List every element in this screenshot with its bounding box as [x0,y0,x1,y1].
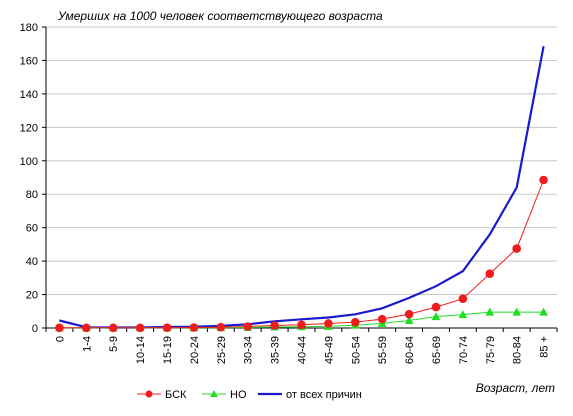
legend: БСК НО от всех причин [137,389,362,401]
y-tick-labels: 0 20 40 60 80 100 120 140 160 180 [20,22,38,335]
series-line [59,45,545,329]
x-tick-label: 20-24 [189,336,201,364]
data-point [189,323,199,332]
x-tick-label: 75-79 [485,336,497,364]
x-tick-label: 15-19 [162,336,174,364]
data-point [512,244,521,253]
y-tick-label: 20 [26,290,38,302]
data-point [431,302,441,312]
data-point [458,294,468,304]
data-point [539,175,548,185]
data-point [431,312,441,321]
series-line [59,179,545,329]
data-point [539,307,548,316]
x-tick-label: 65-69 [431,336,443,364]
data-point [135,323,145,333]
x-tick-label: 40-44 [297,336,309,364]
legend-marker [210,389,218,397]
x-tick-label: 1-4 [81,336,93,352]
y-tick-label: 100 [20,156,38,168]
data-point [270,321,279,330]
x-axis-title: Возраст, лет [476,381,555,395]
data-point [162,323,172,332]
x-tick-label: 80-84 [512,336,524,364]
x-tick-label: 55-59 [377,336,389,364]
x-tick-label: 70-74 [458,336,470,364]
y-tick-label: 0 [32,323,38,335]
y-tick-label: 60 [26,223,38,235]
x-tick-label: 30-34 [243,336,255,364]
data-point [324,319,333,328]
y-tick-label: 40 [26,256,38,268]
legend-label: от всех причин [286,389,362,401]
x-tick-label: 25-29 [216,336,228,364]
data-point [350,317,360,327]
gridlines [46,26,557,296]
data-point [108,323,118,333]
legend-label: НО [230,389,247,401]
data-point [485,307,495,316]
data-point [377,314,387,324]
data-point [216,322,226,332]
x-tick-label: 35-39 [270,336,282,364]
y-tick-label: 120 [20,122,38,134]
x-tick-labels: 0 1-4 5-9 10-14 15-19 20-24 25-29 30-34 35-39 40-… [54,336,550,364]
y-tick-label: 160 [20,55,38,67]
x-tick-label: 10-14 [135,336,147,364]
x-tick-label: 5-9 [108,336,120,352]
chart-title: Умерших на 1000 человек соответствующего… [57,9,383,23]
x-tick-label: 45-49 [323,336,335,364]
series-lines [55,45,548,333]
data-point [243,322,253,331]
data-point [297,320,306,330]
x-tick-label: 50-54 [350,336,362,364]
data-point [404,309,414,319]
data-point [485,269,495,278]
data-point [404,315,414,324]
data-point [55,323,64,333]
y-tick-label: 140 [20,89,38,101]
legend-label: БСК [165,389,187,401]
legend-marker [145,390,153,398]
x-tick-label: 85 + [539,336,551,358]
data-point [512,307,521,316]
y-tick-label: 180 [20,22,38,34]
axes [42,26,558,332]
data-point [82,323,91,333]
y-tick-label: 80 [26,189,38,201]
x-tick-label: 60-64 [404,336,416,364]
x-tick-label: 0 [54,336,66,342]
data-point [458,310,468,319]
